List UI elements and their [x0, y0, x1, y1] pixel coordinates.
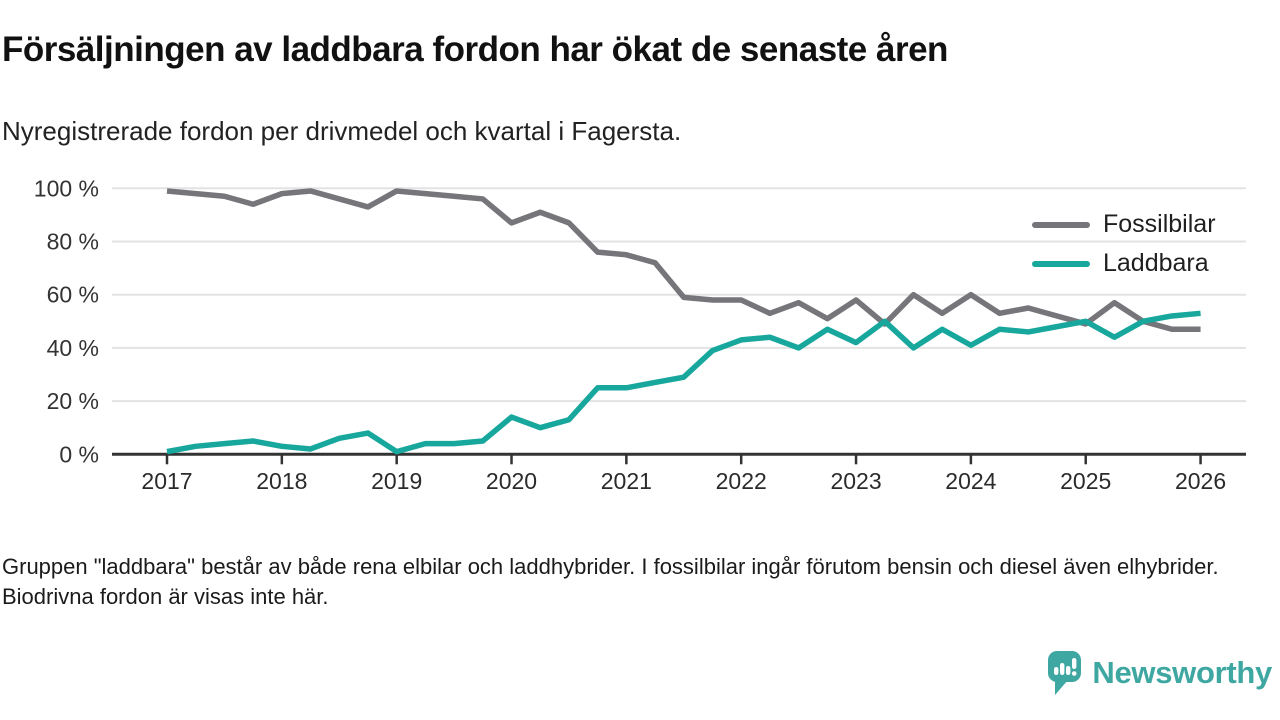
- legend-label-fossilbilar: Fossilbilar: [1103, 210, 1216, 238]
- y-axis-tick-label: 20 %: [47, 388, 99, 414]
- newsworthy-logo: Newsworthy: [1047, 650, 1272, 696]
- x-axis-tick-label: 2026: [1175, 468, 1226, 494]
- legend-item-laddbara: Laddbara: [1032, 244, 1216, 283]
- y-axis-tick-label: 40 %: [47, 335, 99, 361]
- legend-label-laddbara: Laddbara: [1103, 249, 1209, 277]
- legend-item-fossilbilar: Fossilbilar: [1032, 205, 1216, 244]
- y-axis-tick-label: 100 %: [34, 175, 99, 201]
- x-axis-tick-label: 2024: [945, 468, 996, 494]
- x-axis-tick-label: 2018: [256, 468, 307, 494]
- page-subtitle: Nyregistrerade fordon per drivmedel och …: [2, 116, 682, 146]
- x-axis-tick-label: 2021: [601, 468, 652, 494]
- y-axis-tick-label: 0 %: [59, 441, 99, 467]
- series-line-laddbara: [166, 310, 1201, 455]
- footnote: Gruppen "laddbara" består av både rena e…: [2, 554, 1219, 609]
- x-axis-tick-label: 2023: [830, 468, 881, 494]
- page-title: Försäljningen av laddbara fordon har öka…: [2, 30, 948, 69]
- y-axis-tick-label: 80 %: [47, 229, 99, 255]
- x-axis-tick-label: 2025: [1060, 468, 1111, 494]
- x-axis-tick-label: 2020: [486, 468, 537, 494]
- x-axis-tick-label: 2017: [141, 468, 192, 494]
- y-axis-tick-label: 60 %: [47, 282, 99, 308]
- x-axis-tick-label: 2019: [371, 468, 422, 494]
- legend-swatch-fossilbilar: [1032, 221, 1090, 228]
- newsworthy-logo-icon: [1048, 651, 1082, 695]
- series-line-fossilbilar: [166, 188, 1201, 333]
- chart-legend: Fossilbilar Laddbara: [1032, 205, 1216, 283]
- legend-swatch-laddbara: [1032, 260, 1090, 267]
- newsworthy-logo-text: Newsworthy: [1092, 655, 1272, 690]
- x-axis-tick-label: 2022: [716, 468, 767, 494]
